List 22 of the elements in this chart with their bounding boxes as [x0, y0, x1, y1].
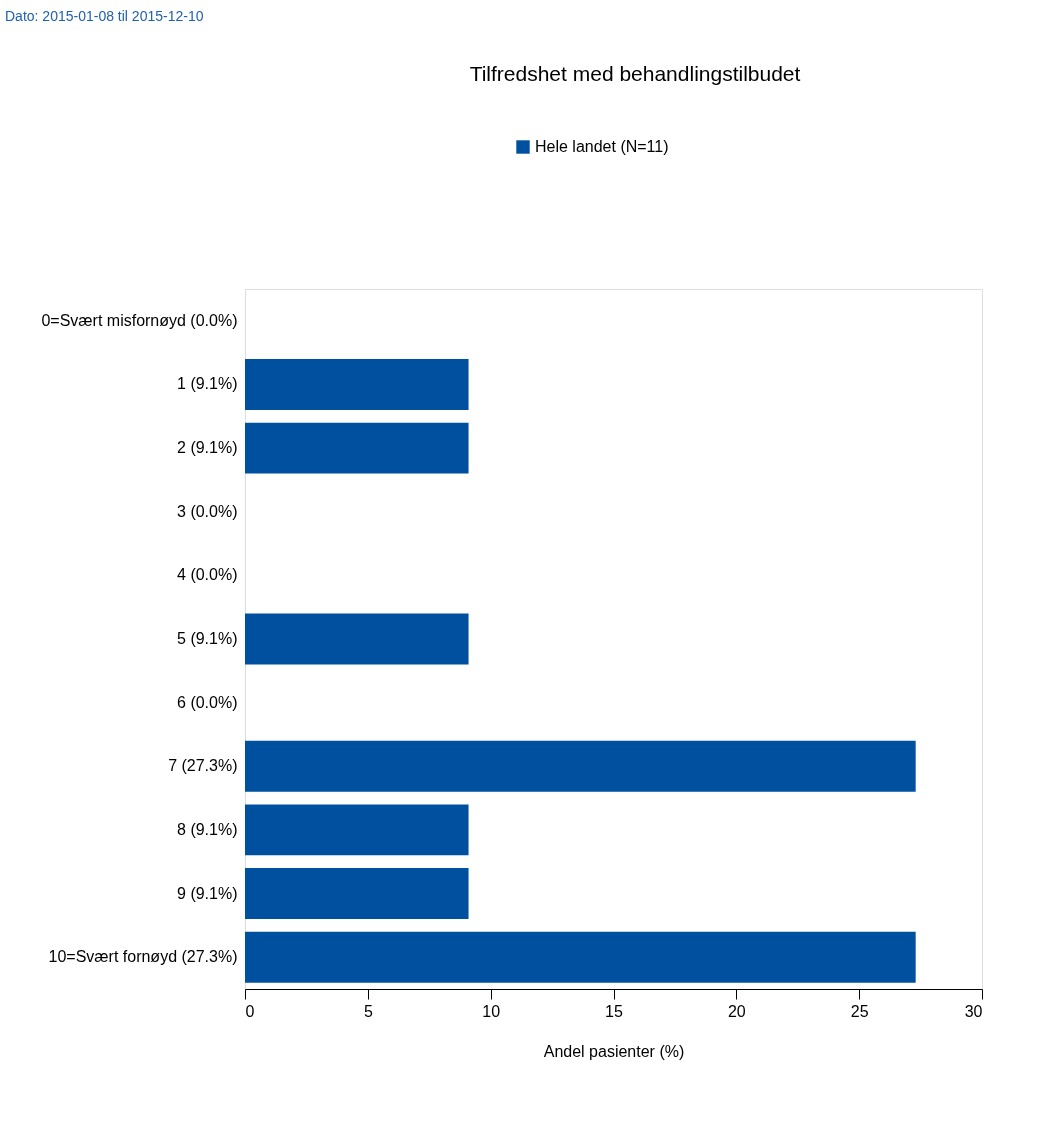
x-tick-label: 20 [727, 1002, 746, 1020]
y-tick-label: 9 (9.1%) [177, 884, 238, 902]
y-tick-label: 0=Svært misfornøyd (0.0%) [41, 311, 238, 329]
chart-title: Tilfredshet med behandlingstilbudet [469, 62, 801, 85]
y-tick-label: 4 (0.0%) [177, 566, 238, 584]
legend-label: Hele landet (N=11) [535, 138, 669, 155]
x-tick-label: 25 [850, 1002, 869, 1020]
y-tick-label: 8 (9.1%) [177, 820, 238, 838]
x-tick-label: 10 [482, 1002, 501, 1020]
x-tick-label: 30 [964, 1002, 983, 1020]
x-axis-title: Andel pasienter (%) [543, 1042, 685, 1060]
y-tick-label: 3 (0.0%) [177, 502, 238, 520]
y-tick-label: 2 (9.1%) [177, 439, 238, 457]
y-tick-label: 10=Svært fornøyd (27.3%) [48, 948, 238, 966]
x-tick-label: 5 [363, 1002, 373, 1020]
x-tick-label: 0 [245, 1002, 255, 1020]
text: Dato: 2015-01-08 til 2015-12-10 [5, 8, 204, 24]
y-tick-label: 6 (0.0%) [177, 693, 238, 711]
y-tick-label: 1 (9.1%) [177, 375, 238, 393]
y-tick-label: 7 (27.3%) [168, 757, 238, 775]
y-tick-label: 5 (9.1%) [177, 630, 238, 647]
x-tick-label: 15 [605, 1002, 623, 1020]
